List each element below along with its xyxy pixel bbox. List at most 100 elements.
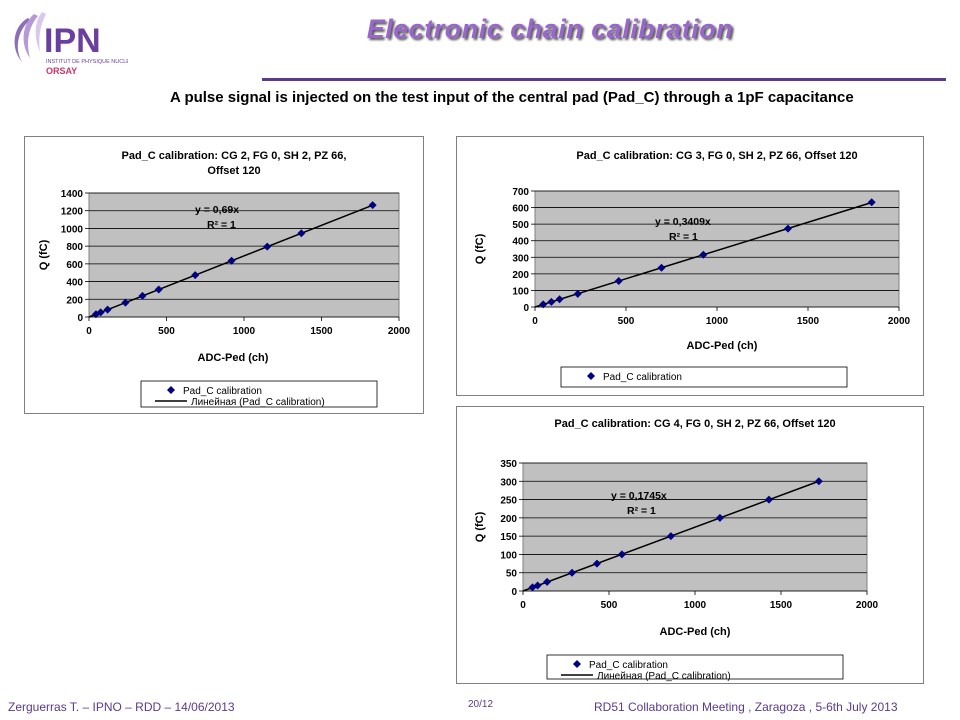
y-tick-label: 50 — [506, 569, 518, 580]
chart-cg4: Pad_C calibration: CG 4, FG 0, SH 2, PZ … — [456, 406, 924, 684]
legend-label: Линейная (Pad_C calibration) — [191, 397, 325, 408]
data-point — [592, 559, 601, 568]
chart-title: Pad_C calibration: CG 4, FG 0, SH 2, PZ … — [554, 418, 835, 430]
x-tick-label: 1000 — [684, 600, 707, 611]
fit-r-squared: R² = 1 — [627, 505, 656, 517]
y-tick-label: 100 — [500, 550, 517, 561]
y-tick-label: 350 — [500, 459, 517, 470]
x-tick-label: 1500 — [797, 316, 820, 327]
data-point — [91, 310, 100, 319]
legend-label: Линейная (Pad_C calibration) — [597, 671, 731, 682]
data-point — [555, 295, 564, 304]
y-tick-label: 0 — [523, 303, 529, 314]
chart-cg3: Pad_C calibration: CG 3, FG 0, SH 2, PZ … — [456, 136, 924, 396]
data-point — [103, 305, 112, 314]
data-point — [614, 276, 623, 285]
y-tick-label: 600 — [66, 260, 83, 271]
data-point — [539, 300, 548, 309]
data-point — [138, 291, 147, 300]
fit-equation: y = 0,69x — [195, 204, 239, 216]
legend-marker — [167, 386, 175, 394]
y-tick-label: 600 — [512, 204, 529, 215]
y-axis-label: Q (fC) — [38, 239, 50, 270]
footer-page-number: 20/12 — [468, 699, 494, 710]
data-point — [297, 229, 306, 238]
data-point — [617, 550, 626, 559]
x-tick-label: 500 — [618, 316, 635, 327]
chart-title: Pad_C calibration: CG 3, FG 0, SH 2, PZ … — [576, 150, 857, 162]
data-point — [814, 477, 823, 486]
data-point — [547, 297, 556, 306]
data-point — [568, 568, 577, 577]
chart-title: Pad_C calibration: CG 2, FG 0, SH 2, PZ … — [122, 150, 347, 162]
y-tick-label: 250 — [500, 496, 517, 507]
ipn-logo-graphic: IPN INSTITUT DE PHYSIQUE NUCLÉAIRE ORSAY — [14, 12, 143, 76]
x-tick-label: 1500 — [770, 600, 793, 611]
intro-text: A pulse signal is injected on the test i… — [170, 89, 854, 106]
x-tick-label: 0 — [86, 326, 92, 337]
y-axis-label: Q (fC) — [474, 233, 486, 264]
data-point — [263, 242, 272, 251]
data-point — [657, 263, 666, 272]
y-tick-label: 1200 — [61, 207, 84, 218]
y-tick-label: 300 — [512, 253, 529, 264]
y-tick-label: 0 — [77, 313, 83, 324]
data-point — [191, 271, 200, 280]
y-tick-label: 700 — [512, 187, 529, 198]
svg-text:ORSAY: ORSAY — [46, 66, 77, 76]
data-point — [154, 285, 163, 294]
data-point — [764, 495, 773, 504]
y-tick-label: 500 — [512, 220, 529, 231]
data-point — [573, 289, 582, 298]
x-tick-label: 0 — [520, 600, 526, 611]
ipn-logo: IPN INSTITUT DE PHYSIQUE NUCLÉAIRE ORSAY — [8, 8, 143, 80]
data-point — [227, 256, 236, 265]
y-tick-label: 200 — [500, 514, 517, 525]
x-axis-label: ADC-Ped (ch) — [660, 626, 731, 638]
footer-left: Zerguerras T. – IPNO – RDD – 14/06/2013 — [8, 700, 235, 714]
fit-equation: y = 0,1745x — [611, 490, 667, 502]
y-tick-label: 200 — [512, 270, 529, 281]
data-point — [715, 513, 724, 522]
data-point — [867, 198, 876, 207]
y-tick-label: 800 — [66, 242, 83, 253]
y-tick-label: 0 — [511, 587, 517, 598]
slide-title: Electronic chain calibration — [366, 14, 734, 44]
x-tick-label: 500 — [601, 600, 618, 611]
chart-cg4-svg: Pad_C calibration: CG 4, FG 0, SH 2, PZ … — [474, 418, 879, 682]
x-tick-label: 2000 — [888, 316, 911, 327]
title-divider — [262, 78, 946, 81]
svg-text:IPN: IPN — [44, 22, 101, 60]
data-point — [666, 532, 675, 541]
y-tick-label: 400 — [66, 278, 83, 289]
chart-cg2-svg: Pad_C calibration: CG 2, FG 0, SH 2, PZ … — [38, 150, 411, 408]
chart-cg3-svg: Pad_C calibration: CG 3, FG 0, SH 2, PZ … — [474, 150, 911, 388]
data-point — [121, 298, 130, 307]
x-tick-label: 1000 — [706, 316, 729, 327]
fit-r-squared: R² = 1 — [669, 231, 698, 243]
svg-text:INSTITUT DE PHYSIQUE NUCLÉAIRE: INSTITUT DE PHYSIQUE NUCLÉAIRE — [46, 58, 128, 65]
x-tick-label: 2000 — [388, 326, 411, 337]
data-point — [543, 577, 552, 586]
data-point — [368, 201, 377, 210]
chart-title-line2: Offset 120 — [207, 165, 260, 177]
y-tick-label: 150 — [500, 532, 517, 543]
legend-box — [560, 366, 848, 388]
legend-label: Pad_C calibration — [183, 386, 262, 397]
legend-marker — [587, 372, 595, 380]
x-axis-label: ADC-Ped (ch) — [687, 340, 758, 352]
legend-marker — [573, 660, 581, 668]
chart-cg2: Pad_C calibration: CG 2, FG 0, SH 2, PZ … — [24, 136, 424, 414]
legend-label: Pad_C calibration — [589, 660, 668, 671]
x-tick-label: 1500 — [310, 326, 333, 337]
legend-box — [140, 380, 378, 408]
y-tick-label: 200 — [66, 295, 83, 306]
legend-label: Pad_C calibration — [603, 372, 682, 383]
x-tick-label: 2000 — [856, 600, 879, 611]
y-axis-label: Q (fC) — [474, 511, 486, 542]
data-point — [96, 308, 105, 317]
y-tick-label: 400 — [512, 237, 529, 248]
x-axis-label: ADC-Ped (ch) — [198, 352, 269, 364]
fit-equation: y = 0,3409x — [655, 216, 711, 228]
x-tick-label: 500 — [158, 326, 175, 337]
